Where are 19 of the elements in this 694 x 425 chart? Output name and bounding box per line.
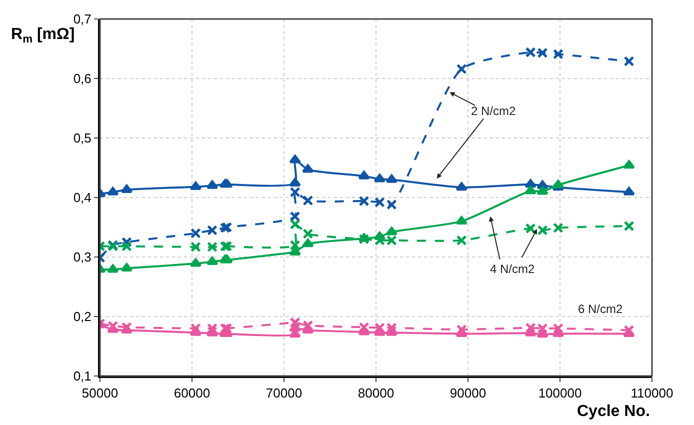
annotation: 4 N/cm2 xyxy=(490,262,536,276)
annotation: 2 N/cm2 xyxy=(471,104,516,118)
y-tick-label: 0,3 xyxy=(73,250,92,265)
x-tick-label: 100000 xyxy=(538,386,582,401)
y-tick-label: 0,4 xyxy=(73,190,92,206)
x-tick-label: 110000 xyxy=(630,386,674,401)
y-tick-label: 0,1 xyxy=(73,368,92,384)
x-tick-label: 90000 xyxy=(450,386,486,401)
x-tick-label: 80000 xyxy=(358,386,394,401)
y-axis-title: R$_{m}$ [mΩ] xyxy=(11,26,75,46)
x-tick-label: 70000 xyxy=(266,386,302,401)
x-axis-title: Cycle No. xyxy=(577,403,650,420)
y-tick-label: 0,2 xyxy=(73,309,92,324)
y-tick-label: 0,5 xyxy=(73,130,92,146)
annotation: 6 N/cm2 xyxy=(578,302,624,316)
y-tick-label: 0,6 xyxy=(73,71,92,86)
x-tick-label: 60000 xyxy=(174,386,210,401)
x-tick-label: 50000 xyxy=(82,386,118,401)
y-tick-label: 0,7 xyxy=(73,12,92,27)
